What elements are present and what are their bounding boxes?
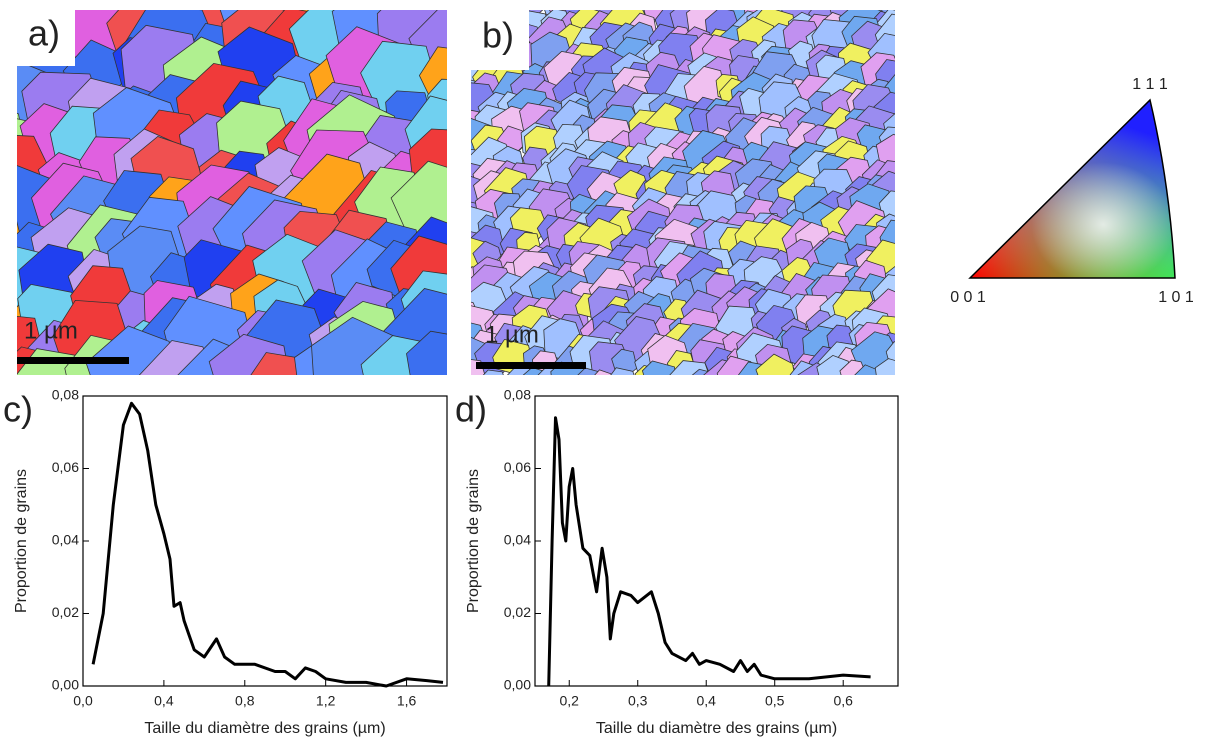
grain — [645, 0, 685, 6]
key-label: 1 0 1 — [1158, 289, 1194, 306]
y-tick-label: 0,02 — [52, 604, 79, 620]
panel-label: a) — [28, 13, 60, 54]
line-chart: 0,2 0,3 0,4 0,5 0,6 0,00 0,02 0,04 0,06 0,08 Taill… — [455, 387, 899, 737]
x-tick-label: 0,0 — [73, 693, 93, 709]
grain — [704, 0, 740, 9]
grain — [0, 130, 9, 200]
grain — [594, 369, 612, 375]
scale-bar — [17, 357, 129, 364]
x-axis-label: Taille du diamètre des grains (µm) — [596, 720, 837, 737]
grain — [610, 367, 635, 375]
grain — [0, 41, 11, 93]
grain — [0, 0, 2, 17]
scale-label: 1 µm — [485, 321, 539, 348]
grain — [755, 353, 795, 375]
y-axis-label: Proportion de grains — [13, 469, 30, 613]
grain — [0, 278, 12, 366]
x-tick-label: 0,2 — [560, 693, 580, 709]
data-line — [547, 416, 871, 687]
grain — [661, 0, 696, 6]
grain — [442, 0, 471, 11]
orientation-map — [0, 0, 472, 375]
grain — [482, 369, 504, 375]
x-tick-label: 0,6 — [833, 693, 853, 709]
grain — [471, 224, 473, 232]
x-tick-label: 0,4 — [696, 693, 716, 709]
key-label: 0 0 1 — [950, 289, 986, 306]
grain — [173, 10, 185, 12]
grain — [406, 330, 447, 375]
x-tick-label: 1,2 — [316, 693, 336, 709]
panel-label: c) — [3, 389, 33, 430]
y-tick-label: 0,04 — [52, 532, 79, 548]
y-tick-label: 0,04 — [504, 532, 531, 548]
x-tick-label: 0,5 — [765, 693, 785, 709]
key-label: 1 1 1 — [1132, 76, 1168, 93]
x-tick-label: 0,3 — [628, 693, 648, 709]
grain — [471, 295, 474, 306]
grain — [641, 360, 676, 375]
scale-bar — [476, 362, 586, 369]
scale-label: 1 µm — [24, 317, 78, 344]
grain — [841, 0, 886, 9]
plot-frame — [534, 395, 899, 687]
grain — [0, 166, 11, 249]
grain — [148, 10, 151, 11]
y-tick-label: 0,06 — [52, 459, 79, 475]
grain — [270, 0, 326, 9]
x-axis-label: Taille du diamètre des grains (µm) — [144, 720, 385, 737]
grain — [554, 10, 560, 12]
key-outline — [968, 98, 1176, 279]
y-tick-label: 0,02 — [504, 604, 531, 620]
orientation-map — [442, 0, 895, 375]
x-tick-label: 0,8 — [235, 693, 255, 709]
y-tick-label: 0,08 — [52, 387, 79, 403]
grain — [0, 78, 7, 144]
grain — [874, 358, 895, 375]
panel-label: b) — [482, 15, 514, 56]
panel-label: d) — [455, 389, 487, 430]
grain — [0, 0, 1, 36]
grain — [687, 0, 718, 9]
y-tick-label: 0,06 — [504, 459, 531, 475]
plot-frame — [82, 395, 448, 687]
label-box — [17, 0, 75, 66]
y-tick-label: 0,00 — [504, 677, 531, 693]
y-tick-label: 0,08 — [504, 387, 531, 403]
y-tick-label: 0,00 — [52, 677, 79, 693]
grain — [807, 0, 836, 1]
data-line — [91, 401, 444, 688]
color-key: 1 1 1 0 0 1 1 0 1 — [950, 76, 1194, 306]
grain — [0, 243, 8, 298]
grain — [852, 0, 886, 4]
line-chart: 0,0 0,4 0,8 1,2 1,6 0,00 0,02 0,04 0,06 0,08 Taill… — [3, 387, 448, 737]
x-tick-label: 1,6 — [397, 693, 417, 709]
x-tick-label: 0,4 — [154, 693, 174, 709]
label-box — [471, 0, 529, 70]
grain — [422, 0, 472, 9]
y-axis-label: Proportion de grains — [465, 469, 482, 613]
